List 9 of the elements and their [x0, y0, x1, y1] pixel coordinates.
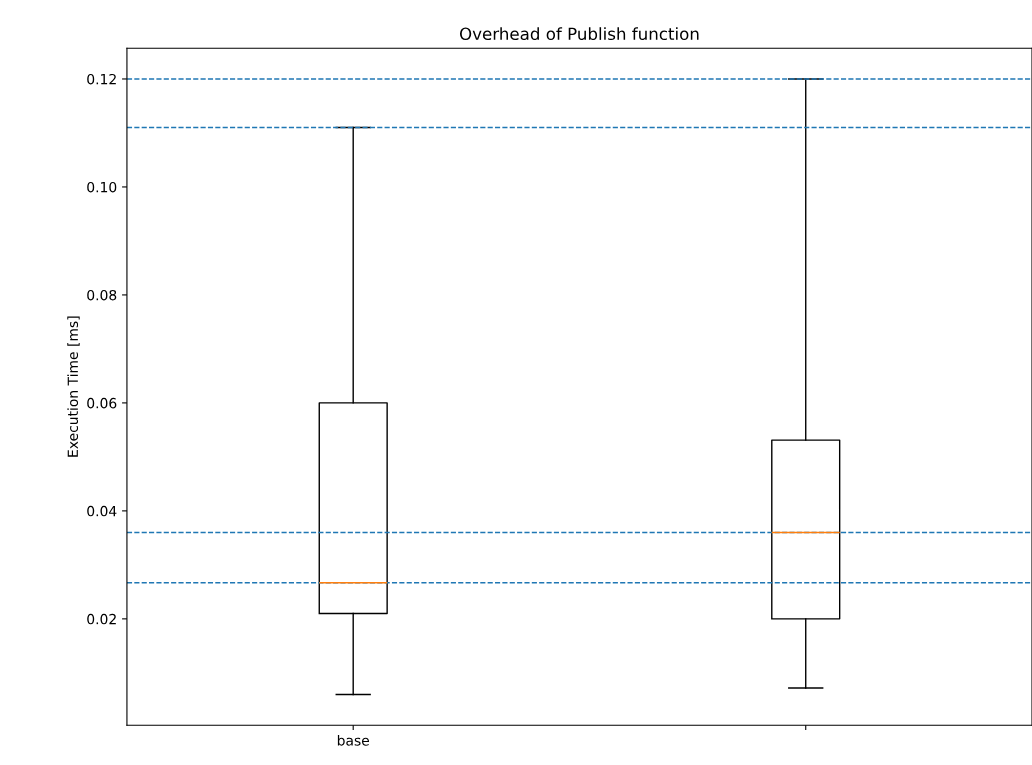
x-tick-label: base: [337, 734, 370, 746]
y-tick-label: 0.06: [87, 397, 117, 409]
chart-title: Overhead of Publish function: [459, 27, 699, 41]
y-tick-label: 0.02: [87, 613, 116, 625]
y-tick-label: 0.08: [87, 289, 117, 301]
y-tick-label: 0.04: [87, 505, 117, 517]
y-tick-label: 0.10: [87, 181, 117, 193]
y-tick-label: 0.12: [87, 73, 116, 85]
y-axis-title: Execution Time [ms]: [67, 316, 80, 457]
